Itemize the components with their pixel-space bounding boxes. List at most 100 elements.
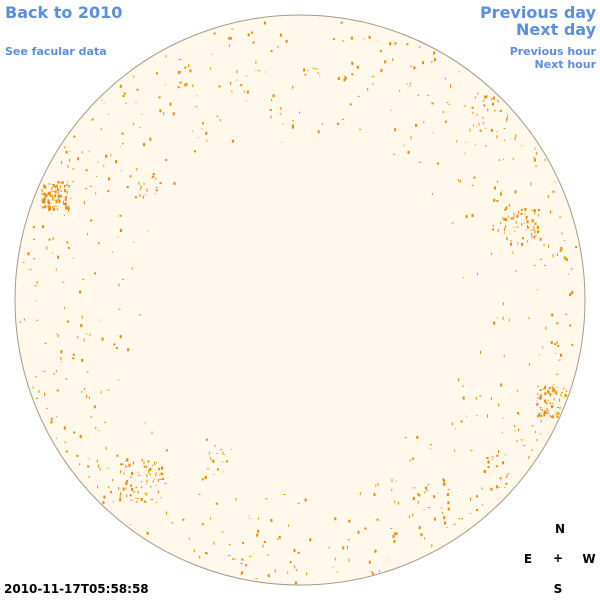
previous-day-link[interactable]: Previous day <box>479 3 596 22</box>
facula-speck <box>104 421 107 423</box>
facula-speck <box>299 111 300 114</box>
facula-speck <box>59 195 62 198</box>
facula-speck <box>146 474 148 478</box>
facula-speck <box>514 270 517 272</box>
facula-speck <box>557 344 560 347</box>
facula-speck <box>410 65 412 68</box>
facula-speck <box>533 264 536 266</box>
facula-speck <box>551 389 553 393</box>
facula-speck <box>232 139 235 143</box>
facula-speck <box>507 215 509 218</box>
facula-speck <box>537 415 539 418</box>
facula-speck <box>390 109 392 111</box>
facula-speck <box>36 319 39 321</box>
facula-speck <box>512 251 514 254</box>
facula-speck <box>115 347 118 349</box>
facula-speck <box>65 450 68 453</box>
facula-speck <box>444 521 446 525</box>
facula-speck <box>43 200 46 204</box>
facula-speck <box>135 487 138 489</box>
facula-speck <box>136 88 139 91</box>
facula-speck <box>392 535 395 538</box>
facula-speck <box>210 459 212 461</box>
facula-speck <box>537 214 539 217</box>
facula-speck <box>161 473 164 476</box>
facula-speck <box>350 36 353 40</box>
facula-speck <box>255 60 257 64</box>
facula-speck <box>569 324 572 327</box>
facula-speck <box>540 408 542 410</box>
facula-speck <box>434 58 436 62</box>
facula-speck <box>146 466 147 469</box>
facula-speck <box>388 559 390 561</box>
facula-speck <box>297 502 300 504</box>
facula-speck <box>550 415 553 418</box>
facula-speck <box>149 473 151 476</box>
facula-speck <box>506 118 507 122</box>
facula-speck <box>208 453 210 455</box>
facula-speck <box>126 480 128 483</box>
solar-disk <box>14 14 586 586</box>
facula-speck <box>431 193 433 195</box>
facula-speck <box>164 482 167 484</box>
facula-speck <box>126 458 129 462</box>
facula-speck <box>315 68 318 70</box>
facula-speck <box>393 532 396 535</box>
facula-speck <box>497 180 499 183</box>
facula-speck <box>556 415 559 418</box>
facula-speck <box>265 71 267 73</box>
facula-speck <box>64 196 67 199</box>
facula-speck <box>372 572 374 575</box>
next-hour-link[interactable]: Next hour <box>534 58 597 71</box>
facula-speck <box>88 458 90 460</box>
facula-speck <box>336 571 338 573</box>
facula-speck <box>83 201 85 205</box>
facula-speck <box>139 314 142 316</box>
facula-speck <box>379 50 382 53</box>
facula-speck <box>144 422 146 424</box>
facula-speck <box>209 457 211 460</box>
facula-speck <box>483 104 486 107</box>
facula-speck <box>479 395 482 397</box>
facula-speck <box>280 107 282 110</box>
facula-speck <box>498 403 500 407</box>
facula-speck <box>198 493 201 495</box>
facula-speck <box>98 319 100 321</box>
facula-speck <box>118 308 121 310</box>
facula-speck <box>531 209 534 211</box>
facula-speck <box>491 252 492 255</box>
facula-speck <box>88 151 90 153</box>
facula-speck <box>72 180 74 183</box>
facula-speck <box>474 96 476 99</box>
facula-speck <box>493 321 496 325</box>
facula-speck <box>531 449 534 451</box>
facula-speck <box>502 417 504 419</box>
previous-hour-link[interactable]: Previous hour <box>509 45 596 58</box>
facula-speck <box>368 35 371 39</box>
facula-speck <box>79 290 82 294</box>
facula-speck <box>543 243 545 246</box>
facula-speck <box>215 502 218 505</box>
facula-speck <box>527 226 530 229</box>
back-to-year-link[interactable]: Back to 2010 <box>5 3 123 22</box>
facula-speck <box>399 89 401 92</box>
facula-speck <box>142 458 143 461</box>
facula-speck <box>321 122 323 125</box>
facula-speck <box>247 33 250 37</box>
facula-speck <box>499 477 502 480</box>
next-day-link[interactable]: Next day <box>516 20 596 39</box>
facula-speck <box>43 197 46 201</box>
facula-speck <box>68 208 69 212</box>
facula-speck <box>204 476 207 479</box>
facula-speck <box>129 494 132 497</box>
facula-speck <box>108 114 110 115</box>
facula-speck <box>375 484 377 487</box>
see-facular-data-link[interactable]: See facular data <box>5 45 107 58</box>
facula-speck <box>544 386 547 390</box>
facula-speck <box>134 196 137 199</box>
facula-speck <box>423 509 425 511</box>
facula-speck <box>447 501 450 505</box>
facula-speck <box>543 265 546 266</box>
facula-speck <box>151 431 153 434</box>
